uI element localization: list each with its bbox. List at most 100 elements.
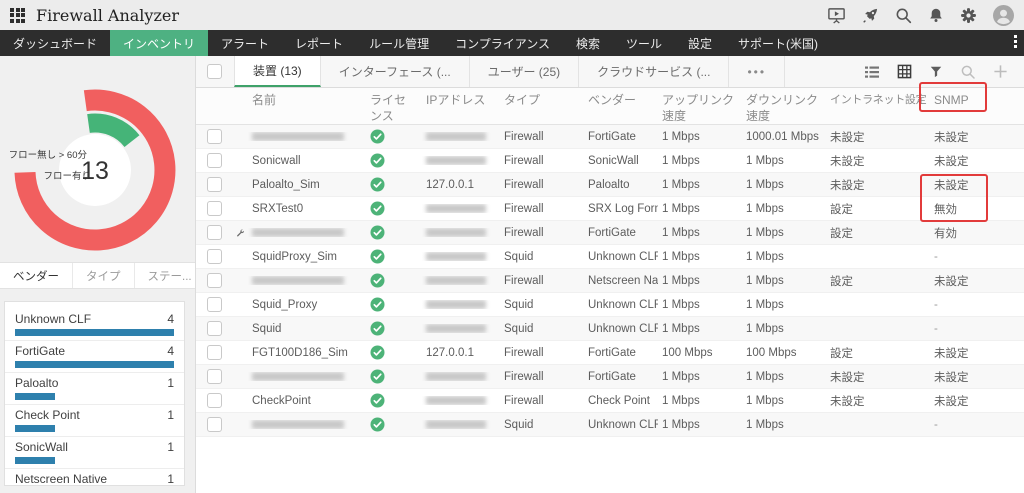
device-name-cell[interactable]: SRXTest0 — [248, 203, 366, 215]
device-name-cell[interactable] — [248, 276, 366, 285]
nav-item-2[interactable]: アラート — [221, 36, 270, 51]
nav-item-1[interactable]: インベントリ — [110, 30, 209, 56]
row-checkbox[interactable] — [206, 201, 222, 216]
nav-item-9[interactable]: サポート(米国) — [738, 36, 819, 51]
device-name-cell[interactable]: Sonicwall — [248, 155, 366, 167]
col-header-2[interactable]: IPアドレス — [426, 93, 486, 107]
col-header-5[interactable]: アップリンク速度 — [662, 93, 735, 123]
table-row-8[interactable]: Squid Squid Unknown CLF 1 Mbps 1 Mbps - — [196, 317, 1024, 341]
table-row-2[interactable]: Paloalto_Sim 127.0.0.1 Firewall Paloalto 1 M… — [196, 173, 1024, 197]
device-name-cell[interactable]: SquidProxy_Sim — [248, 251, 366, 263]
col-header-7[interactable]: イントラネット設定 — [830, 94, 927, 106]
tab-more[interactable]: ••• — [729, 56, 786, 87]
nav-item-8[interactable]: 設定 — [688, 36, 713, 51]
table-row-4[interactable]: Firewall FortiGate 1 Mbps 1 Mbps 設定 有効 — [196, 221, 1024, 245]
presentation-icon[interactable] — [827, 7, 846, 24]
bell-icon[interactable] — [928, 7, 944, 24]
gear-icon[interactable] — [960, 7, 977, 24]
sidebar-tab-2[interactable]: ステー... — [135, 263, 206, 288]
nav-item-7[interactable]: ツール — [626, 36, 663, 51]
list-view-icon[interactable] — [864, 65, 880, 79]
rocket-icon[interactable] — [862, 7, 879, 24]
col-header-1[interactable]: ライセンス — [370, 93, 407, 123]
device-name-cell[interactable]: CheckPoint — [248, 395, 366, 407]
table-row-12[interactable]: Squid Unknown CLF 1 Mbps 1 Mbps - — [196, 413, 1024, 437]
row-checkbox[interactable] — [206, 345, 222, 360]
vendor-list-item[interactable]: Paloalto 1 — [5, 373, 184, 405]
vendor-cell: FortiGate — [588, 226, 636, 239]
device-name-cell[interactable] — [248, 372, 366, 381]
table-row-0[interactable]: Firewall FortiGate 1 Mbps 1000.01 Mbps 未設定 未設… — [196, 125, 1024, 149]
device-name-cell[interactable]: Squid_Proxy — [248, 299, 366, 311]
row-checkbox[interactable] — [206, 417, 222, 432]
row-checkbox[interactable] — [206, 369, 222, 384]
vendor-list-item[interactable]: FortiGate 4 — [5, 341, 184, 373]
table-row-6[interactable]: Firewall Netscreen Nati... 1 Mbps 1 Mbps 設定 未… — [196, 269, 1024, 293]
col-header-0[interactable]: 名前 — [252, 93, 277, 107]
nav-item-3[interactable]: レポート — [295, 36, 344, 51]
device-name-cell[interactable] — [248, 228, 366, 237]
vendor-cell: FortiGate — [588, 370, 636, 383]
row-checkbox[interactable] — [206, 321, 222, 336]
table-view-icon[interactable] — [897, 64, 912, 79]
tab-0[interactable]: 装置 (13) — [234, 56, 321, 87]
table-search-icon[interactable] — [960, 64, 976, 80]
table-row-11[interactable]: CheckPoint Firewall Check Point 1 Mbps 1 Mbp… — [196, 389, 1024, 413]
nav-more-icon[interactable] — [1014, 35, 1017, 48]
row-checkbox[interactable] — [206, 153, 222, 168]
device-name-cell[interactable]: Squid — [248, 323, 366, 335]
apps-grid-icon[interactable] — [10, 7, 25, 23]
nav-item-0[interactable]: ダッシュボード — [13, 36, 98, 51]
device-name-redacted — [252, 372, 344, 381]
row-checkbox-cell — [196, 345, 232, 360]
col-header-8[interactable]: SNMP — [934, 93, 969, 107]
row-checkbox[interactable] — [206, 225, 222, 240]
vendor-count: 1 — [167, 376, 174, 390]
row-checkbox[interactable] — [206, 129, 222, 144]
vendor-cell: Unknown CLF — [588, 322, 658, 335]
filter-icon[interactable] — [929, 65, 943, 79]
tab-2[interactable]: ユーザー (25) — [470, 56, 580, 87]
vendor-cell: Unknown CLF — [588, 298, 658, 311]
vendor-list-item[interactable]: Netscreen Native 1 — [5, 469, 184, 485]
vendor-list-item[interactable]: SonicWall 1 — [5, 437, 184, 469]
table-row-5[interactable]: SquidProxy_Sim Squid Unknown CLF 1 Mbps 1 Mb… — [196, 245, 1024, 269]
row-checkbox[interactable] — [206, 249, 222, 264]
nav-item-5[interactable]: コンプライアンス — [455, 36, 550, 51]
nav-item-6[interactable]: 検索 — [576, 36, 601, 51]
row-checkbox[interactable] — [206, 297, 222, 312]
avatar[interactable] — [993, 4, 1014, 26]
device-name-cell[interactable] — [248, 420, 366, 429]
table-row-9[interactable]: FGT100D186_Sim 127.0.0.1 Firewall FortiGate… — [196, 341, 1024, 365]
device-name-cell[interactable]: FGT100D186_Sim — [248, 347, 366, 359]
add-icon[interactable] — [993, 64, 1008, 79]
row-checkbox[interactable] — [206, 273, 222, 288]
ip-cell — [422, 132, 500, 141]
device-name: SRXTest0 — [252, 202, 304, 215]
col-header-3[interactable]: タイプ — [504, 93, 541, 107]
col-header-4[interactable]: ベンダー — [588, 93, 637, 107]
tab-3[interactable]: クラウドサービス (... — [579, 56, 730, 87]
vendor-list-item[interactable]: Check Point 1 — [5, 405, 184, 437]
intranet-cell: 未設定 — [830, 179, 865, 192]
sidebar-tab-0[interactable]: ベンダー — [0, 263, 73, 288]
table-row-10[interactable]: Firewall FortiGate 1 Mbps 1 Mbps 未設定 未設定 — [196, 365, 1024, 389]
device-name-cell[interactable] — [248, 132, 366, 141]
col-header-6[interactable]: ダウンリンク速度 — [746, 93, 819, 123]
donut-chart[interactable]: 13 — [0, 56, 196, 262]
row-checkbox[interactable] — [206, 393, 222, 408]
snmp-cell: 未設定 — [934, 131, 969, 144]
tab-1[interactable]: インターフェース (... — [321, 56, 470, 87]
table-row-7[interactable]: Squid_Proxy Squid Unknown CLF 1 Mbps 1 Mbps - — [196, 293, 1024, 317]
row-checkbox[interactable] — [206, 177, 222, 192]
select-all-checkbox[interactable] — [207, 64, 222, 79]
vendor-list-item[interactable]: Unknown CLF 4 — [5, 309, 184, 341]
table-row-1[interactable]: Sonicwall Firewall SonicWall 1 Mbps 1 Mbps 未設… — [196, 149, 1024, 173]
vendor-count: 4 — [167, 344, 174, 358]
table-row-3[interactable]: SRXTest0 Firewall SRX Log Format 1 Mbps 1 Mb… — [196, 197, 1024, 221]
sidebar-tab-1[interactable]: タイプ — [73, 263, 135, 288]
search-icon[interactable] — [895, 7, 912, 24]
intranet-cell: 設定 — [830, 203, 853, 216]
nav-item-4[interactable]: ルール管理 — [369, 36, 430, 51]
device-name-cell[interactable]: Paloalto_Sim — [248, 179, 366, 191]
